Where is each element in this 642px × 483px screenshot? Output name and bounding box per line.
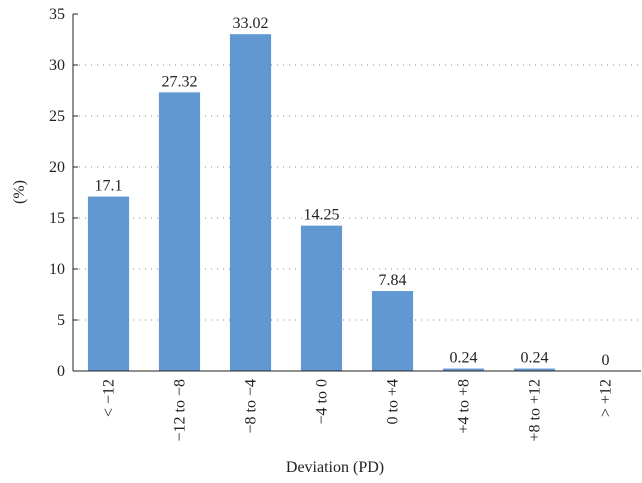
bar <box>371 291 414 371</box>
value-label: 14.25 <box>304 207 340 224</box>
bar <box>158 92 201 371</box>
y-tick-label: 20 <box>49 159 65 176</box>
x-tick-label: −4 to 0 <box>314 379 331 424</box>
x-tick-label: −8 to −4 <box>243 379 260 434</box>
y-tick-label: 15 <box>49 210 65 227</box>
y-tick-label: 35 <box>49 6 65 23</box>
y-tick-label: 30 <box>49 57 65 74</box>
x-tick-label: < −12 <box>101 379 118 417</box>
x-tick-label: +4 to +8 <box>456 379 473 434</box>
value-label: 33.02 <box>233 15 269 32</box>
x-tick-label: +8 to +12 <box>527 379 544 442</box>
x-tick-label: −12 to −8 <box>172 379 189 442</box>
value-label: 0.24 <box>521 350 549 367</box>
bar <box>300 225 343 371</box>
y-tick-label: 25 <box>49 108 65 125</box>
value-label: 27.32 <box>162 73 198 90</box>
y-axis-label: (%) <box>11 180 28 204</box>
x-tick-label: > +12 <box>598 379 615 417</box>
value-label: 0 <box>602 352 610 369</box>
bar <box>513 368 556 371</box>
x-tick-label: 0 to +4 <box>385 379 402 424</box>
bar <box>87 196 130 371</box>
y-tick-label: 5 <box>57 312 65 329</box>
y-tick-label: 0 <box>57 363 65 380</box>
value-label: 7.84 <box>379 272 407 289</box>
value-label: 17.1 <box>95 178 123 195</box>
bar <box>442 368 485 371</box>
x-axis-label: Deviation (PD) <box>286 459 384 476</box>
value-label: 0.24 <box>450 350 478 367</box>
y-tick-label: 10 <box>49 261 65 278</box>
bar <box>229 34 272 372</box>
